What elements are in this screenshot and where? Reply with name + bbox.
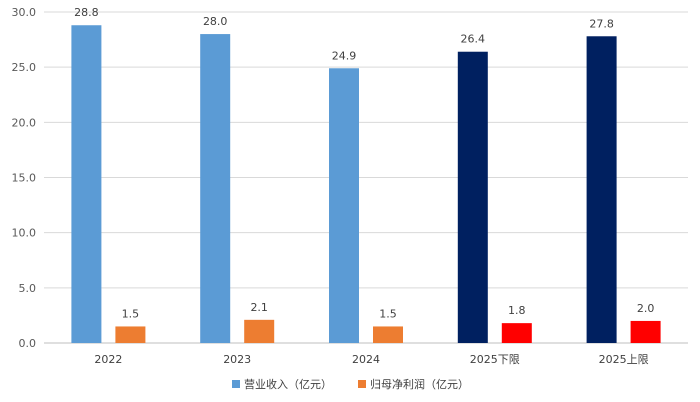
revenue-data-label: 24.9 [332,49,357,62]
revenue-data-label: 27.8 [589,17,614,30]
y-axis: 0.0 5.0 10.0 15.0 20.0 25.0 30.0 [12,6,37,350]
category-label: 2023 [223,353,251,366]
net-profit-data-label: 1.8 [508,304,526,317]
category-label: 2025上限 [599,353,649,366]
revenue-bar [200,34,231,344]
revenue-bar [71,25,102,344]
legend-swatch-revenue [232,380,240,388]
legend-label-revenue: 营业收入（亿元） [244,377,332,391]
category-label: 2022 [94,353,122,366]
gridlines [44,11,688,344]
y-tick-label: 30.0 [12,6,37,19]
net-profit-bar [373,326,403,343]
net-profit-bar [630,320,661,343]
revenue-data-label: 28.0 [203,15,228,28]
net-profit-bar [501,323,532,343]
revenue-bar [457,51,488,343]
net-profit-data-label: 1.5 [122,307,140,320]
y-tick-label: 20.0 [12,116,37,129]
category-label: 2024 [352,353,380,366]
y-tick-label: 10.0 [12,227,37,240]
category-label: 2025下限 [470,353,520,366]
x-axis: 2022 2023 2024 2025下限 2025上限 [94,353,648,366]
revenue-data-label: 26.4 [461,33,486,46]
y-tick-label: 5.0 [19,282,37,295]
net-profit-data-label: 1.5 [379,307,397,320]
net-profit-data-label: 2.1 [250,301,268,314]
revenue-bar [586,36,617,343]
net-profit-bar [244,319,275,343]
revenue-bar [329,68,359,344]
net-profit-data-label: 2.0 [637,302,655,315]
revenue-data-label: 28.8 [74,6,99,19]
bars: 28.8 1.5 28.0 2.1 24.9 1.5 26.4 1.8 27.8 2.0 [71,6,661,344]
y-tick-label: 25.0 [12,61,37,74]
net-profit-bar [115,326,146,343]
legend-swatch-net-profit [358,380,366,388]
y-tick-label: 0.0 [19,337,37,350]
y-tick-label: 15.0 [12,172,37,185]
legend: 营业收入（亿元） 归母净利润（亿元） [232,377,469,391]
legend-label-net-profit: 归母净利润（亿元） [370,377,469,391]
